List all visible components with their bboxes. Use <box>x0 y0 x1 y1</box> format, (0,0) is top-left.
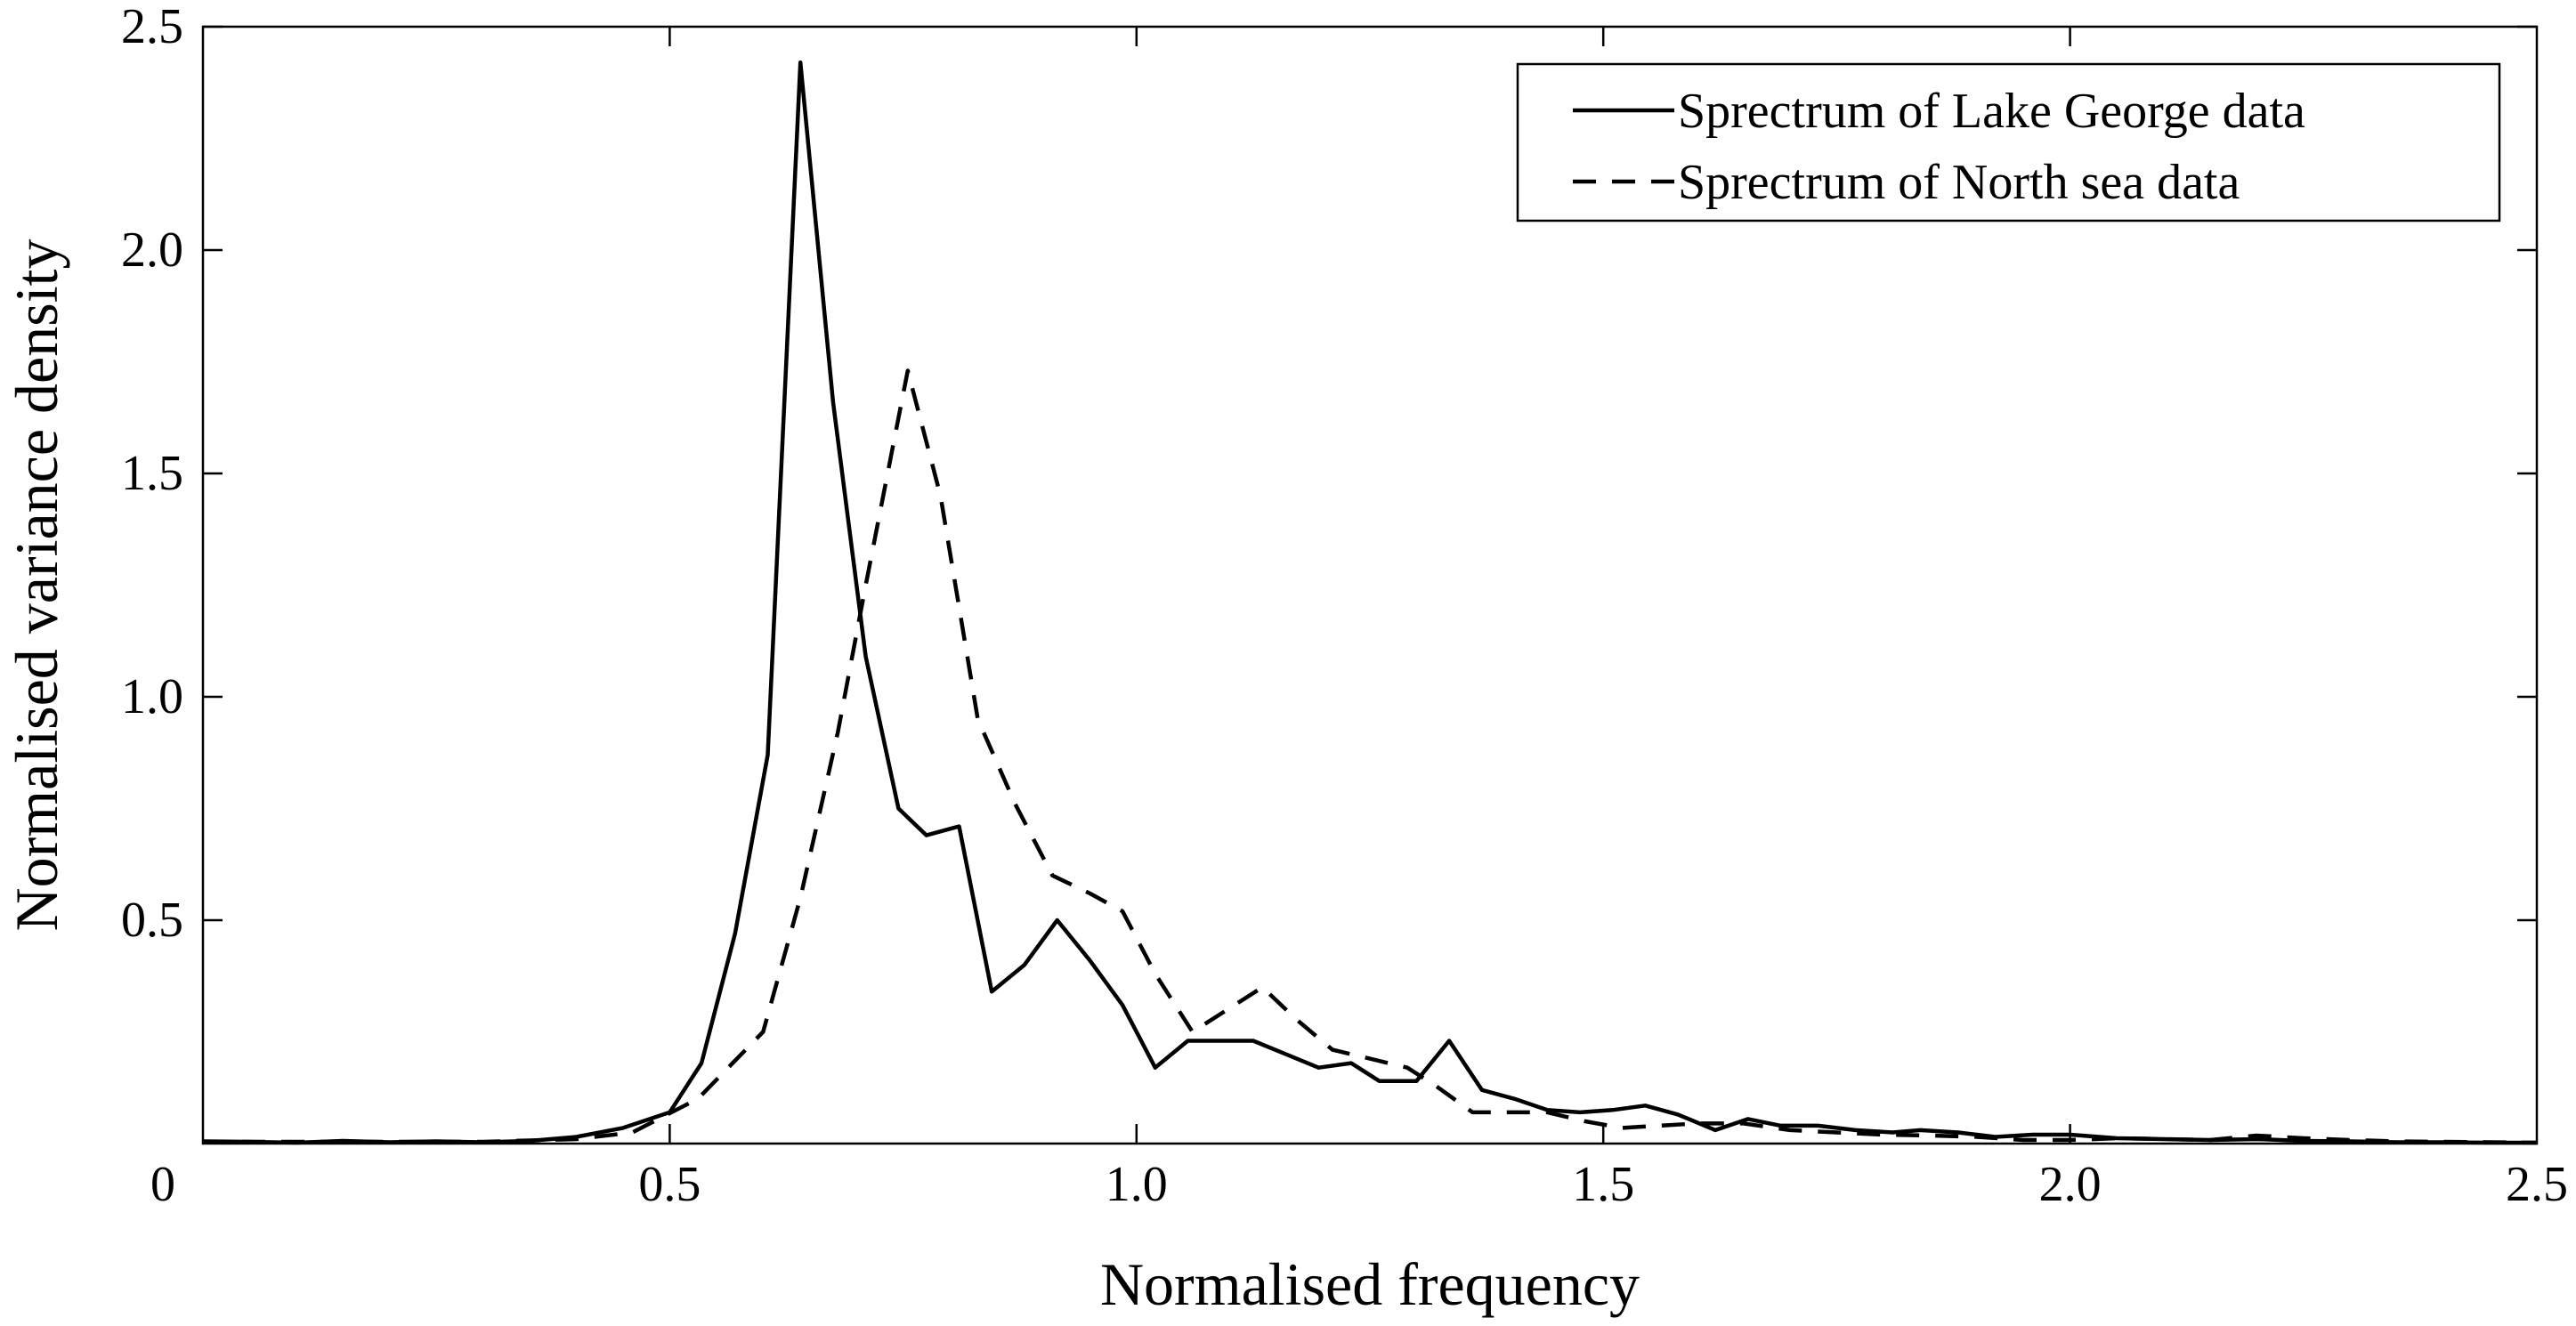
x-tick-label: 2.0 <box>2039 1157 2102 1212</box>
series-line-lake-george <box>202 60 2537 1145</box>
x-tick-label-origin: 0 <box>150 1157 175 1212</box>
axis-ticks <box>203 25 2537 1144</box>
x-axis-title: Normalised frequency <box>1100 1250 1640 1318</box>
y-tick-label: 2.5 <box>121 0 183 54</box>
legend-label-north-sea: Sprectrum of North sea data <box>1678 155 2240 210</box>
y-axis-title: Normalised variance density <box>3 239 70 932</box>
x-tick-label: 1.5 <box>1572 1157 1634 1212</box>
y-tick-label: 1.5 <box>121 446 183 501</box>
y-tick-label: 2.0 <box>121 222 183 278</box>
plot-frame <box>201 25 2539 1145</box>
x-tick-label: 0.5 <box>638 1157 701 1212</box>
series-lines <box>202 60 2538 1145</box>
axis-tick-labels: 0 0.5 1.0 1.5 2.0 2.5 0.5 1.0 1.5 2.0 2.5 <box>121 0 2568 1212</box>
x-tick-label-end: 2.5 <box>2506 1157 2568 1212</box>
legend-box <box>1516 62 2501 222</box>
series-line-north-sea <box>203 368 2538 1145</box>
y-tick-label: 1.0 <box>121 669 183 724</box>
y-tick-label: 0.5 <box>121 893 183 948</box>
x-tick-label: 1.0 <box>1106 1157 1168 1212</box>
legend-label-lake-george: Sprectrum of Lake George data <box>1678 84 2305 139</box>
legend: Sprectrum of Lake George data Sprectrum … <box>1516 62 2501 222</box>
